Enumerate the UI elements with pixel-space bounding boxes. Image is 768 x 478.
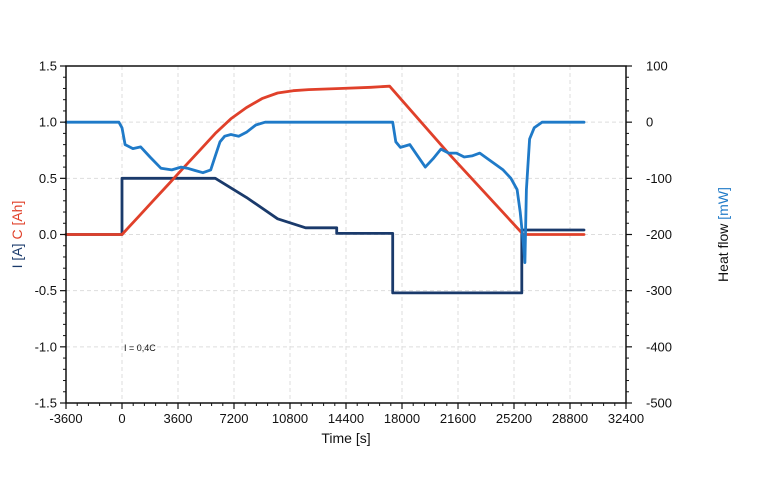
- series-line-3: [66, 122, 584, 262]
- series-line-2: [66, 86, 584, 234]
- y-right-tick-label: -500: [646, 396, 672, 411]
- y-left-tick-label: 1.0: [39, 115, 57, 130]
- y-left-tick-label: -0.5: [35, 283, 57, 298]
- y-right-tick-label: 0: [646, 115, 653, 130]
- axis-title-part: [mW]: [715, 187, 731, 224]
- x-tick-label: 28800: [552, 411, 588, 426]
- y-left-tick-label: 0.0: [39, 227, 57, 242]
- y-right-tick-label: -200: [646, 227, 672, 242]
- y-right-tick-label: 100: [646, 59, 668, 74]
- y-axis-left-title: I [A] C [Ah]: [9, 201, 25, 269]
- x-tick-label: 21600: [440, 411, 476, 426]
- y-left-tick-label: 1.5: [39, 59, 57, 74]
- y-left-tick-label: -1.0: [35, 339, 57, 354]
- series-layer: [66, 86, 584, 293]
- axis-title-part: Heat flow: [715, 223, 731, 282]
- x-tick-label: 25200: [496, 411, 532, 426]
- x-tick-label: 18000: [384, 411, 420, 426]
- ticks: -3600 0 3600 7200 10800 14400 18000 21600 25200 2…: [35, 59, 672, 427]
- axis-title-part: I [A]: [9, 243, 25, 268]
- y-right-tick-label: -400: [646, 339, 672, 354]
- y-left-tick-label: 0.5: [39, 171, 57, 186]
- x-tick-label: 0: [118, 411, 125, 426]
- x-tick-label: 3600: [164, 411, 193, 426]
- axis-title-part: C [Ah]: [9, 201, 25, 244]
- x-tick-label: -3600: [49, 411, 82, 426]
- annotation: I = 0,4C: [124, 343, 156, 353]
- series-line-1: [66, 178, 584, 293]
- y-right-tick-label: -100: [646, 171, 672, 186]
- x-axis-title: Time [s]: [321, 430, 370, 446]
- x-tick-label: 14400: [328, 411, 364, 426]
- x-tick-label: 32400: [608, 411, 644, 426]
- x-tick-label: 7200: [220, 411, 249, 426]
- y-left-tick-label: -1.5: [35, 396, 57, 411]
- y-axis-right-title: Heat flow [mW]: [715, 187, 731, 282]
- y-right-tick-label: -300: [646, 283, 672, 298]
- x-tick-label: 10800: [272, 411, 308, 426]
